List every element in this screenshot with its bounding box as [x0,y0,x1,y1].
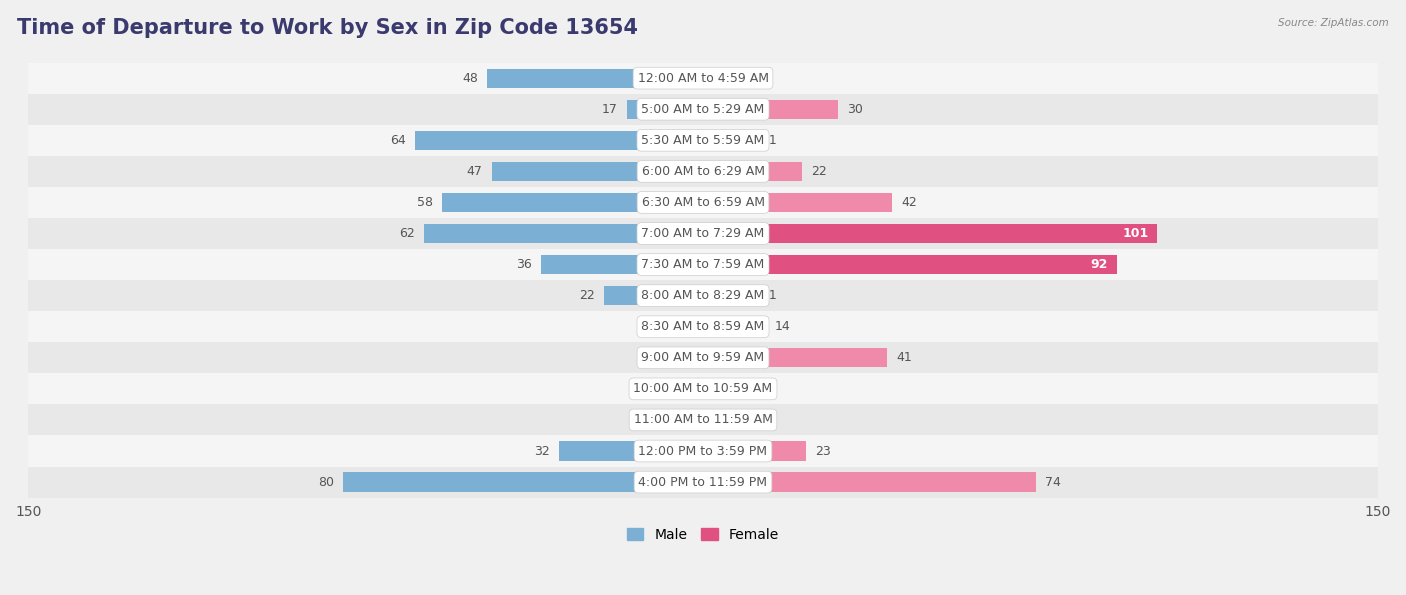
Text: 58: 58 [418,196,433,209]
Text: 5:00 AM to 5:29 AM: 5:00 AM to 5:29 AM [641,103,765,115]
Text: 6:00 AM to 6:29 AM: 6:00 AM to 6:29 AM [641,165,765,178]
Text: 6:30 AM to 6:59 AM: 6:30 AM to 6:59 AM [641,196,765,209]
FancyBboxPatch shape [28,62,1378,93]
Text: 11: 11 [762,134,778,147]
Text: 7:00 AM to 7:29 AM: 7:00 AM to 7:29 AM [641,227,765,240]
Text: 8:30 AM to 8:59 AM: 8:30 AM to 8:59 AM [641,320,765,333]
Text: 41: 41 [897,351,912,364]
Text: 42: 42 [901,196,917,209]
FancyBboxPatch shape [28,249,1378,280]
FancyBboxPatch shape [28,125,1378,156]
Text: 80: 80 [318,475,335,488]
FancyBboxPatch shape [28,466,1378,497]
Text: 30: 30 [846,103,863,115]
Text: 8:00 AM to 8:29 AM: 8:00 AM to 8:29 AM [641,289,765,302]
Text: 36: 36 [516,258,531,271]
Text: 7:30 AM to 7:59 AM: 7:30 AM to 7:59 AM [641,258,765,271]
Bar [605,286,703,305]
Text: 0: 0 [686,351,695,364]
FancyBboxPatch shape [28,311,1378,342]
Bar [703,99,838,119]
Text: 4:00 PM to 11:59 PM: 4:00 PM to 11:59 PM [638,475,768,488]
Text: 23: 23 [815,444,831,458]
Text: 7: 7 [655,414,662,427]
Text: 17: 17 [602,103,617,115]
Text: 9:00 AM to 9:59 AM: 9:00 AM to 9:59 AM [641,351,765,364]
Bar [695,317,703,336]
Text: 11: 11 [762,289,778,302]
Bar [703,472,1036,491]
Bar [627,99,703,119]
Bar [415,131,703,150]
FancyBboxPatch shape [28,373,1378,405]
FancyBboxPatch shape [28,436,1378,466]
Bar [441,193,703,212]
Bar [703,441,807,461]
Text: Source: ZipAtlas.com: Source: ZipAtlas.com [1278,18,1389,28]
Bar [560,441,703,461]
Text: 47: 47 [467,165,482,178]
Text: 10:00 AM to 10:59 AM: 10:00 AM to 10:59 AM [634,383,772,395]
FancyBboxPatch shape [28,342,1378,373]
Bar [703,255,1116,274]
Bar [695,379,703,399]
Bar [703,379,711,399]
Text: 2: 2 [678,320,685,333]
Text: 22: 22 [811,165,827,178]
Bar [343,472,703,491]
Text: 0: 0 [711,71,720,84]
FancyBboxPatch shape [28,156,1378,187]
Text: 9: 9 [752,414,761,427]
Text: 11:00 AM to 11:59 AM: 11:00 AM to 11:59 AM [634,414,772,427]
Bar [703,286,752,305]
Bar [425,224,703,243]
Bar [703,162,801,181]
Text: 62: 62 [399,227,415,240]
Text: 64: 64 [391,134,406,147]
FancyBboxPatch shape [28,187,1378,218]
Bar [703,317,766,336]
Bar [492,162,703,181]
Bar [703,348,887,368]
Bar [703,193,891,212]
FancyBboxPatch shape [28,280,1378,311]
Bar [703,131,752,150]
Text: 48: 48 [463,71,478,84]
Text: Time of Departure to Work by Sex in Zip Code 13654: Time of Departure to Work by Sex in Zip … [17,18,638,38]
FancyBboxPatch shape [28,218,1378,249]
Text: 74: 74 [1045,475,1060,488]
Text: 5:30 AM to 5:59 AM: 5:30 AM to 5:59 AM [641,134,765,147]
Text: 12:00 AM to 4:59 AM: 12:00 AM to 4:59 AM [637,71,769,84]
FancyBboxPatch shape [28,405,1378,436]
Bar [541,255,703,274]
Text: 12:00 PM to 3:59 PM: 12:00 PM to 3:59 PM [638,444,768,458]
Text: 14: 14 [775,320,790,333]
Bar [703,411,744,430]
Bar [703,224,1157,243]
Text: 2: 2 [678,383,685,395]
Legend: Male, Female: Male, Female [621,522,785,547]
Text: 92: 92 [1091,258,1108,271]
Text: 101: 101 [1122,227,1149,240]
Text: 22: 22 [579,289,595,302]
FancyBboxPatch shape [28,93,1378,125]
Bar [486,68,703,88]
Text: 32: 32 [534,444,550,458]
Bar [672,411,703,430]
Text: 2: 2 [721,383,728,395]
